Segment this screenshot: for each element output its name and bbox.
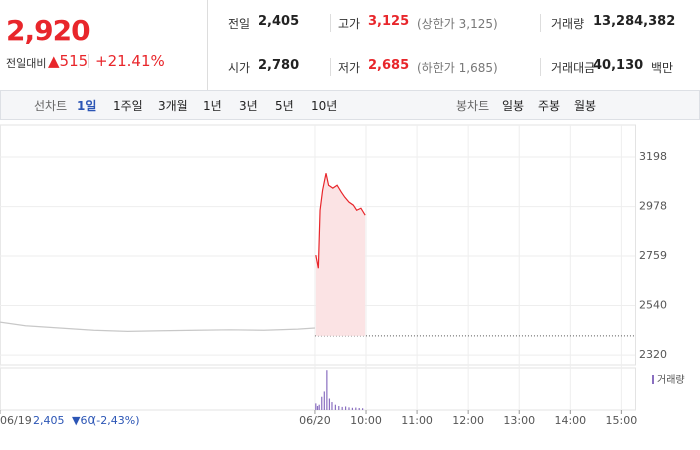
x-tick-label: 06/19	[0, 414, 32, 427]
stat-value: 2,685	[368, 58, 410, 73]
volume-bar	[341, 406, 343, 410]
stat-value: 3,125	[368, 14, 410, 29]
area	[315, 173, 366, 336]
x-tick-label: 11:00	[401, 414, 433, 427]
volume-bar	[338, 406, 340, 410]
tab[interactable]: 월봉	[574, 99, 597, 113]
legend-label: 거래량	[657, 374, 685, 386]
x-tick-label: 12:00	[452, 414, 484, 427]
volume-bar	[331, 402, 333, 410]
tab[interactable]: 3개월	[158, 99, 188, 113]
stat-value: 2,405	[258, 14, 300, 29]
tab[interactable]: 1일	[77, 99, 97, 113]
stat-label: 고가	[338, 17, 361, 31]
prev-change: ▼60	[72, 414, 94, 427]
stat-label: 거래량	[551, 17, 585, 31]
tab[interactable]: 1년	[203, 99, 222, 113]
change-label: 전일대비	[6, 57, 47, 70]
prev-close: 2,405	[33, 414, 65, 427]
legend-swatch	[652, 375, 654, 384]
volume-bar	[321, 396, 323, 410]
price: 2,920	[6, 14, 91, 47]
y-tick-label: 3198	[639, 150, 667, 163]
divider	[207, 0, 208, 90]
volume-bar	[362, 408, 364, 410]
divider	[330, 58, 331, 76]
x-tick-label: 14:00	[554, 414, 586, 427]
prev-change-pct: (-2,43%)	[92, 414, 140, 427]
volume-bar	[344, 406, 347, 410]
x-tick-label: 15:00	[606, 414, 638, 427]
y-tick-label: 2759	[639, 249, 667, 262]
volume-bar	[334, 404, 336, 410]
x-tick-label: 06/20	[299, 414, 331, 427]
stat-unit: 백만	[651, 61, 674, 75]
volume-bar	[323, 391, 325, 410]
divider	[330, 14, 331, 32]
y-tick-label: 2978	[639, 200, 667, 213]
tab[interactable]: 일봉	[502, 99, 525, 113]
volume-bar	[351, 407, 353, 410]
tab[interactable]: 5년	[275, 99, 294, 113]
tab-group-label: 봉차트	[456, 99, 490, 113]
stat-label: 전일	[228, 17, 251, 31]
volume-bar	[326, 370, 328, 410]
volume-bar	[318, 404, 320, 410]
change-pct: +21.41%	[95, 52, 165, 70]
stat-value: 13,284,382	[593, 14, 676, 29]
tab-bar: 선차트 1일 1주일 3개월 1년 3년 5년 10년 봉차트 일봉 주봉 월봉	[0, 90, 700, 120]
price-line	[0, 321, 315, 332]
divider	[88, 54, 89, 68]
volume-bar	[328, 398, 331, 410]
header: 2,920 전일대비 ▲515 +21.41% 전일 2,405 고가 3,125 (상…	[0, 0, 700, 91]
tab-group-label: 선차트	[34, 99, 68, 113]
stat-value: 40,130	[593, 58, 644, 73]
y-tick-label: 2320	[639, 348, 667, 361]
divider	[540, 58, 541, 76]
change: ▲515	[48, 52, 89, 70]
tab[interactable]: 10년	[311, 99, 338, 113]
stat-value: 2,780	[258, 58, 300, 73]
volume-bar	[358, 408, 360, 410]
chart: 3198 2978 2759 2540 2320 06/19 06/20 10:00 11:00…	[0, 124, 685, 427]
divider	[540, 14, 541, 32]
price-line	[315, 173, 366, 269]
volume-bar	[355, 407, 357, 410]
volume-bar	[315, 403, 317, 410]
x-tick-label: 10:00	[350, 414, 382, 427]
stat-label: 저가	[338, 61, 361, 75]
stat-label: 거래대금	[551, 61, 596, 75]
x-tick-label: 13:00	[503, 414, 535, 427]
volume-frame	[0, 367, 636, 411]
y-tick-label: 2540	[639, 298, 667, 311]
tab[interactable]: 1주일	[113, 99, 143, 113]
volume-bar	[348, 407, 350, 410]
volume-bar	[316, 406, 319, 410]
tab[interactable]: 주봉	[538, 99, 561, 113]
tab[interactable]: 3년	[239, 99, 258, 113]
stat-note: (하한가 1,685)	[417, 61, 498, 75]
stat-label: 시가	[228, 61, 251, 75]
stat-note: (상한가 3,125)	[417, 17, 498, 31]
